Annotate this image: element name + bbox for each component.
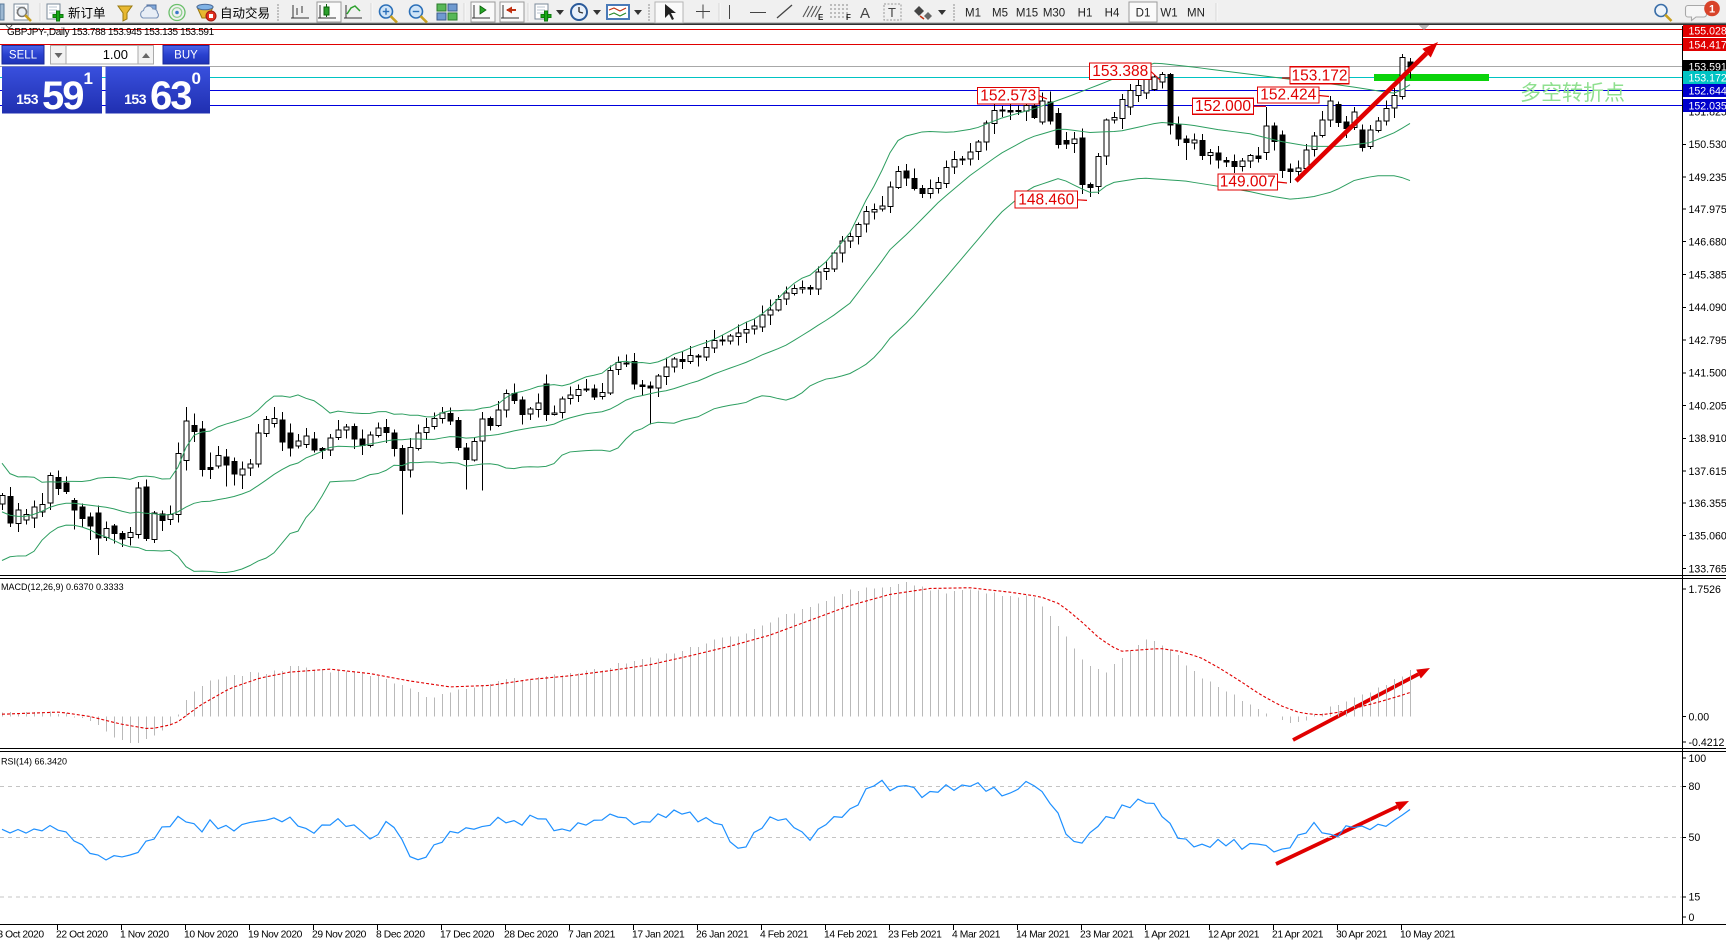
svg-text:8 Dec 2020: 8 Dec 2020 bbox=[376, 929, 425, 940]
svg-text:137.615: 137.615 bbox=[1689, 466, 1726, 478]
svg-text:D1: D1 bbox=[1136, 8, 1151, 20]
svg-text:1 Apr 2021: 1 Apr 2021 bbox=[1144, 929, 1190, 940]
svg-text:152.424: 152.424 bbox=[1260, 87, 1316, 104]
svg-text:147.975: 147.975 bbox=[1689, 204, 1726, 216]
svg-text:138.910: 138.910 bbox=[1689, 433, 1726, 445]
svg-text:59: 59 bbox=[42, 74, 83, 118]
svg-text:29 Nov 2020: 29 Nov 2020 bbox=[312, 929, 367, 940]
svg-text:50: 50 bbox=[1689, 832, 1701, 844]
svg-text:140.205: 140.205 bbox=[1689, 400, 1726, 412]
svg-text:146.680: 146.680 bbox=[1689, 237, 1726, 249]
svg-text:154.417: 154.417 bbox=[1689, 39, 1726, 51]
svg-text:1: 1 bbox=[84, 69, 93, 88]
svg-text:21 Apr 2021: 21 Apr 2021 bbox=[1272, 929, 1324, 940]
svg-text:23 Mar 2021: 23 Mar 2021 bbox=[1080, 929, 1134, 940]
svg-text:BUY: BUY bbox=[174, 50, 198, 62]
svg-text:19 Nov 2020: 19 Nov 2020 bbox=[248, 929, 303, 940]
svg-text:14 Mar 2021: 14 Mar 2021 bbox=[1016, 929, 1070, 940]
svg-text:30 Apr 2021: 30 Apr 2021 bbox=[1336, 929, 1388, 940]
svg-text:152.573: 152.573 bbox=[980, 88, 1036, 105]
svg-text:SELL: SELL bbox=[9, 50, 38, 62]
svg-text:MACD(12,26,9) 0.6370 0.3333: MACD(12,26,9) 0.6370 0.3333 bbox=[1, 582, 124, 592]
svg-text:145.385: 145.385 bbox=[1689, 269, 1726, 281]
svg-text:80: 80 bbox=[1689, 781, 1701, 793]
svg-text:155.028: 155.028 bbox=[1689, 25, 1726, 37]
svg-text:10 May 2021: 10 May 2021 bbox=[1400, 929, 1456, 940]
svg-text:1: 1 bbox=[1709, 4, 1715, 16]
svg-text:26 Jan 2021: 26 Jan 2021 bbox=[696, 929, 749, 940]
svg-text:W1: W1 bbox=[1160, 8, 1177, 20]
svg-text:M5: M5 bbox=[992, 8, 1008, 20]
svg-text:H1: H1 bbox=[1078, 8, 1093, 20]
svg-text:152.644: 152.644 bbox=[1689, 85, 1726, 97]
svg-text:12 Apr 2021: 12 Apr 2021 bbox=[1208, 929, 1260, 940]
svg-text:144.090: 144.090 bbox=[1689, 302, 1726, 314]
svg-text:153.591: 153.591 bbox=[1689, 61, 1726, 73]
svg-text:150.530: 150.530 bbox=[1689, 139, 1726, 151]
svg-text:149.007: 149.007 bbox=[1220, 174, 1276, 191]
svg-text:A: A bbox=[860, 5, 870, 22]
svg-text:153: 153 bbox=[16, 91, 39, 107]
svg-text:自动交易: 自动交易 bbox=[220, 6, 270, 21]
svg-text:153.388: 153.388 bbox=[1092, 63, 1148, 80]
svg-text:15: 15 bbox=[1689, 892, 1701, 904]
svg-text:H4: H4 bbox=[1105, 8, 1120, 20]
svg-text:1.00: 1.00 bbox=[103, 47, 128, 62]
svg-text:4 Mar 2021: 4 Mar 2021 bbox=[952, 929, 1001, 940]
svg-text:135.060: 135.060 bbox=[1689, 531, 1726, 543]
svg-text:4 Feb 2021: 4 Feb 2021 bbox=[760, 929, 809, 940]
svg-text:13 Oct 2020: 13 Oct 2020 bbox=[0, 929, 44, 940]
svg-text:148.460: 148.460 bbox=[1018, 192, 1074, 209]
svg-text:新订单: 新订单 bbox=[68, 6, 106, 21]
svg-text:141.500: 141.500 bbox=[1689, 368, 1726, 380]
svg-text:1 Nov 2020: 1 Nov 2020 bbox=[120, 929, 169, 940]
svg-text:149.235: 149.235 bbox=[1689, 172, 1726, 184]
svg-text:RSI(14) 66.3420: RSI(14) 66.3420 bbox=[1, 757, 67, 767]
svg-text:1.7526: 1.7526 bbox=[1689, 584, 1722, 596]
svg-text:17 Dec 2020: 17 Dec 2020 bbox=[440, 929, 495, 940]
svg-text:T: T bbox=[888, 5, 896, 20]
svg-text:E: E bbox=[818, 13, 824, 22]
svg-text:63: 63 bbox=[150, 74, 191, 118]
svg-text:10 Nov 2020: 10 Nov 2020 bbox=[184, 929, 239, 940]
svg-text:136.355: 136.355 bbox=[1689, 498, 1726, 510]
svg-text:23 Feb 2021: 23 Feb 2021 bbox=[888, 929, 942, 940]
svg-text:MN: MN bbox=[1187, 8, 1205, 20]
svg-text:17 Jan 2021: 17 Jan 2021 bbox=[632, 929, 685, 940]
svg-text:153.172: 153.172 bbox=[1291, 67, 1347, 84]
svg-text:F: F bbox=[846, 13, 851, 22]
svg-text:M15: M15 bbox=[1016, 8, 1038, 20]
svg-text:0: 0 bbox=[1689, 912, 1695, 924]
svg-text:M1: M1 bbox=[965, 8, 981, 20]
svg-text:152.000: 152.000 bbox=[1195, 98, 1251, 115]
svg-text:152.035: 152.035 bbox=[1689, 100, 1726, 112]
svg-text:多空转折点: 多空转折点 bbox=[1520, 82, 1625, 105]
svg-text:153.172: 153.172 bbox=[1689, 72, 1726, 84]
svg-text:14 Feb 2021: 14 Feb 2021 bbox=[824, 929, 878, 940]
svg-text:133.765: 133.765 bbox=[1689, 563, 1726, 575]
svg-text:100: 100 bbox=[1689, 753, 1707, 765]
svg-text:0.00: 0.00 bbox=[1689, 711, 1710, 723]
svg-text:0: 0 bbox=[192, 69, 201, 88]
svg-text:153: 153 bbox=[124, 91, 147, 107]
svg-text:-0.4212: -0.4212 bbox=[1689, 737, 1725, 749]
svg-text:M30: M30 bbox=[1043, 8, 1065, 20]
svg-text:28 Dec 2020: 28 Dec 2020 bbox=[504, 929, 559, 940]
svg-text:22 Oct 2020: 22 Oct 2020 bbox=[56, 929, 108, 940]
svg-text:7 Jan 2021: 7 Jan 2021 bbox=[568, 929, 616, 940]
svg-text:GBPJPY-,Daily 153.788 153.945: GBPJPY-,Daily 153.788 153.945 153.135 15… bbox=[7, 27, 215, 38]
svg-text:142.795: 142.795 bbox=[1689, 335, 1726, 347]
